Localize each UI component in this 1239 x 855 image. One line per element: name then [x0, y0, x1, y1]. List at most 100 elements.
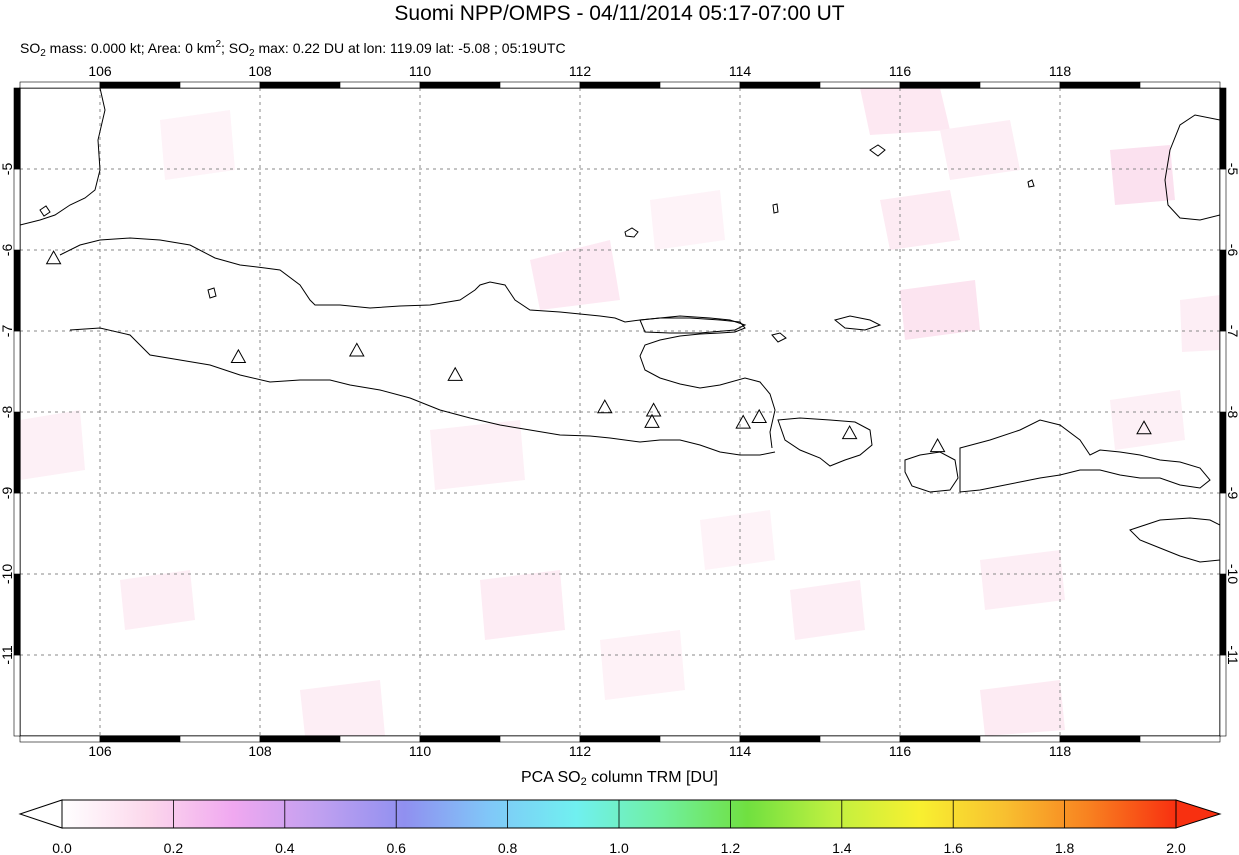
lat-tick-left--6: -6 [0, 244, 15, 257]
frame-bar-bottom-109 [339, 735, 421, 743]
kangean-islands [833, 315, 882, 331]
so2-summary: SO2 mass: 0.000 kt; Area: 0 km2; SO2 max… [20, 36, 566, 63]
colorbar-label-0.0: 0.0 [52, 840, 72, 855]
frame-bar-bottom-108 [259, 735, 341, 743]
frame-bar-bottom-118 [1059, 735, 1141, 743]
graticule [20, 88, 1220, 736]
colorbar-title-subscript: 2 [580, 776, 587, 788]
frame-bar-bottom-116 [899, 735, 981, 743]
lat-tick-right--6: -6 [1225, 244, 1239, 257]
frame-bar-left--6 [13, 168, 21, 251]
mass-area-text: mass: 0.000 kt; Area: 0 km [45, 40, 216, 56]
frame-bar-bottom-107 [179, 735, 261, 743]
volcano-marker-2 [348, 342, 365, 357]
frame-bar-left--10 [13, 492, 21, 575]
small-island-2 [771, 332, 787, 343]
lon-tick-top-116: 116 [889, 63, 912, 79]
frame-bar-top-106 [99, 81, 181, 89]
frame-bar-left--12 [13, 654, 21, 737]
frame-bar-bottom-117 [979, 735, 1061, 743]
frame-bars [13, 81, 1227, 743]
frame-bar-right--10 [1219, 492, 1227, 575]
frame-bar-bottom-115 [819, 735, 901, 743]
frame-bar-right--11 [1219, 573, 1227, 656]
lon-tick-bottom-114: 114 [729, 743, 752, 759]
lat-tick-left--7: -7 [0, 325, 15, 338]
lat-tick-left--8: -8 [0, 406, 15, 419]
frame-bar-right--8 [1219, 330, 1227, 413]
bawean-island [624, 227, 639, 238]
frame-bar-top-117 [979, 81, 1061, 89]
frame-bar-left--7 [13, 249, 21, 332]
volcano-marker-4 [596, 399, 613, 414]
volcano-markers [45, 250, 1152, 453]
frame-bar-top-110 [419, 81, 501, 89]
frame-bar-right--12 [1219, 654, 1227, 737]
frame-bar-bottom-106 [99, 735, 181, 743]
lon-tick-bottom-112: 112 [569, 743, 592, 759]
frame-bar-bottom-110 [419, 735, 501, 743]
colorbar-label-1.0: 1.0 [609, 840, 629, 855]
so2-subscript: 2 [40, 48, 46, 59]
frame-bar-top-108 [259, 81, 341, 89]
colorbar-title: PCA SO2 column TRM [DU] [0, 768, 1239, 792]
lon-tick-top-110: 110 [409, 63, 432, 79]
colorbar-min-arrow [18, 799, 63, 829]
lon-tick-bottom-116: 116 [889, 743, 912, 759]
area-superscript: 2 [215, 39, 221, 50]
lat-tick-right--11: -11 [1225, 645, 1239, 664]
frame-bar-top-119 [1139, 81, 1221, 89]
frame-bar-top-113 [659, 81, 741, 89]
lon-tick-top-108: 108 [248, 63, 272, 79]
page-title: Suomi NPP/OMPS - 04/11/2014 05:17-07:00 … [394, 2, 845, 25]
lat-tick-right--10: -10 [1225, 564, 1239, 584]
small-island-4 [1027, 179, 1035, 188]
volcano-marker-6 [644, 413, 660, 428]
frame-bar-bottom-119 [1139, 735, 1221, 743]
frame-bar-left--11 [13, 573, 21, 656]
frame-bar-bottom-114 [739, 735, 821, 743]
frame-bar-top-118 [1059, 81, 1141, 89]
frame-bar-top-109 [339, 81, 421, 89]
lat-tick-right--7: -7 [1225, 325, 1239, 338]
frame-bar-bottom-113 [659, 735, 741, 743]
frame-bar-right--5 [1219, 87, 1227, 170]
frame-bar-top-111 [499, 81, 581, 89]
frame-bar-top-115 [819, 81, 901, 89]
lat-tick-left--9: -9 [0, 487, 15, 500]
karimun-islands [207, 287, 217, 299]
colorbar-title-suffix: column TRM [DU] [586, 769, 718, 786]
frame-bar-right--7 [1219, 249, 1227, 332]
lon-tick-top-114: 114 [729, 63, 752, 79]
sumbawa-island [959, 419, 1211, 493]
so2-label-2: ; SO [221, 40, 250, 56]
coastlines [20, 88, 1220, 563]
frame-bar-top-112 [579, 81, 661, 89]
lon-tick-top-118: 118 [1049, 63, 1072, 79]
colorbar-title-prefix: PCA SO [521, 769, 581, 786]
volcano-marker-3 [447, 366, 464, 381]
frame-bar-right--9 [1219, 411, 1227, 494]
colorbar-label-0.4: 0.4 [275, 840, 295, 855]
lon-tick-bottom-108: 108 [248, 743, 272, 759]
sumatra-coast [20, 88, 106, 226]
colorbar-label-1.6: 1.6 [943, 840, 963, 855]
frame-bar-bottom-112 [579, 735, 661, 743]
lon-tick-bottom-110: 110 [409, 743, 432, 759]
sulawesi-coast [1164, 114, 1220, 221]
frame-bar-top-114 [739, 81, 821, 89]
volcano-marker-7 [735, 414, 752, 429]
colorbar-label-0.8: 0.8 [498, 840, 518, 855]
colorbar-label-0.6: 0.6 [386, 840, 406, 855]
madura-island [639, 315, 747, 334]
colorbar-max-arrow [1175, 799, 1222, 829]
frame-bar-left--9 [13, 411, 21, 494]
frame-bar-top-116 [899, 81, 981, 89]
small-island-3 [39, 205, 51, 217]
frame-bar-top-107 [179, 81, 261, 89]
frame-bar-left--5 [13, 87, 21, 170]
lon-tick-top-106: 106 [88, 63, 112, 79]
frame-bar-bottom-111 [499, 735, 581, 743]
so2-pixel-layer [20, 88, 1220, 736]
axis-labels: 106 106 108 108 110 110 112 112 114 114 116 116 118 1… [0, 63, 1239, 759]
